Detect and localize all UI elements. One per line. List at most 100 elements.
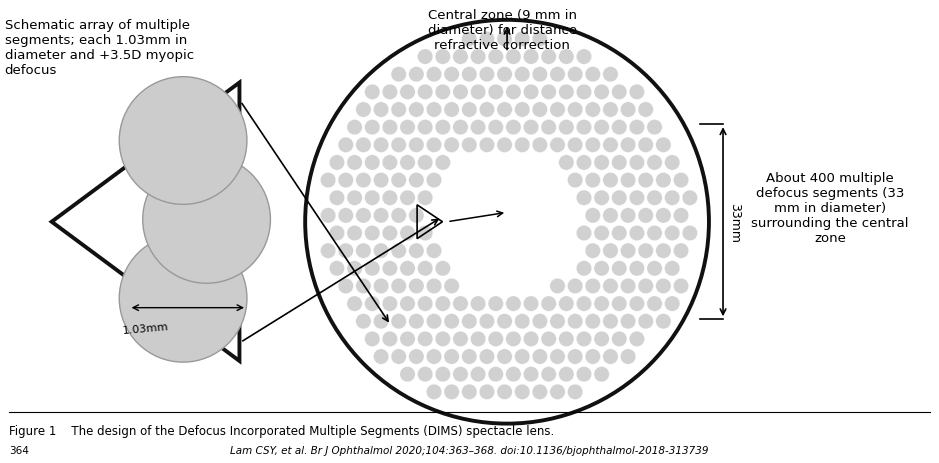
Ellipse shape [435,50,451,65]
Ellipse shape [400,191,415,206]
Ellipse shape [382,226,397,241]
Ellipse shape [532,103,547,118]
Ellipse shape [346,191,362,206]
Ellipse shape [541,50,557,65]
Ellipse shape [435,85,451,100]
Ellipse shape [338,279,353,294]
Ellipse shape [611,261,627,276]
Ellipse shape [346,261,362,276]
Ellipse shape [426,314,441,329]
Ellipse shape [665,226,680,241]
Ellipse shape [585,68,600,83]
Ellipse shape [603,314,618,329]
Ellipse shape [673,173,688,188]
Text: Central zone (9 mm in
diameter) for distance
refractive correction: Central zone (9 mm in diameter) for dist… [428,9,577,52]
Ellipse shape [611,120,627,136]
Ellipse shape [594,296,609,312]
Ellipse shape [364,191,380,206]
Ellipse shape [364,226,380,241]
Ellipse shape [470,50,485,65]
Ellipse shape [515,349,530,364]
Ellipse shape [356,138,371,153]
Ellipse shape [346,156,362,171]
Ellipse shape [594,156,609,171]
Ellipse shape [391,244,407,259]
Ellipse shape [523,367,539,382]
Ellipse shape [567,138,583,153]
Ellipse shape [418,156,433,171]
Ellipse shape [603,138,618,153]
Ellipse shape [320,173,336,188]
Ellipse shape [567,279,583,294]
Ellipse shape [364,85,380,100]
Ellipse shape [391,68,407,83]
Ellipse shape [408,349,424,364]
Ellipse shape [497,32,513,48]
Ellipse shape [382,261,397,276]
Ellipse shape [559,367,574,382]
Ellipse shape [444,384,459,400]
Ellipse shape [330,261,345,276]
Ellipse shape [647,191,662,206]
Ellipse shape [479,349,495,364]
Ellipse shape [515,32,530,48]
Ellipse shape [665,191,680,206]
Ellipse shape [408,103,424,118]
Ellipse shape [639,244,654,259]
Ellipse shape [629,120,644,136]
Text: Lam CSY, et al. Br J Ophthalmol 2020;104:363–368. doi:10.1136/bjophthalmol-2018-: Lam CSY, et al. Br J Ophthalmol 2020;104… [230,444,709,455]
Ellipse shape [338,244,353,259]
Ellipse shape [391,349,407,364]
Ellipse shape [374,314,389,329]
Ellipse shape [621,279,636,294]
Ellipse shape [488,85,503,100]
Ellipse shape [532,138,547,153]
Ellipse shape [374,349,389,364]
Ellipse shape [673,279,688,294]
Ellipse shape [470,85,485,100]
Ellipse shape [673,208,688,224]
Ellipse shape [418,120,433,136]
Ellipse shape [603,208,618,224]
Ellipse shape [435,367,451,382]
Ellipse shape [320,208,336,224]
Ellipse shape [577,296,592,312]
Ellipse shape [585,208,600,224]
Ellipse shape [639,314,654,329]
Ellipse shape [655,138,671,153]
Ellipse shape [479,68,495,83]
Ellipse shape [497,68,513,83]
Ellipse shape [497,349,513,364]
Ellipse shape [550,279,565,294]
Ellipse shape [479,32,495,48]
Ellipse shape [346,120,362,136]
Ellipse shape [621,103,636,118]
Ellipse shape [435,261,451,276]
Ellipse shape [665,261,680,276]
Ellipse shape [577,156,592,171]
Ellipse shape [330,226,345,241]
Ellipse shape [506,120,521,136]
Ellipse shape [665,156,680,171]
Ellipse shape [408,173,424,188]
Ellipse shape [550,384,565,400]
Ellipse shape [621,349,636,364]
Ellipse shape [497,138,513,153]
Ellipse shape [541,332,557,347]
Ellipse shape [119,235,247,363]
Ellipse shape [418,261,433,276]
Ellipse shape [594,85,609,100]
Ellipse shape [515,384,530,400]
Ellipse shape [330,156,345,171]
Ellipse shape [488,367,503,382]
Ellipse shape [453,296,469,312]
Ellipse shape [585,138,600,153]
Ellipse shape [594,261,609,276]
Ellipse shape [532,349,547,364]
Ellipse shape [364,120,380,136]
Ellipse shape [673,244,688,259]
Text: About 400 multiple
defocus segments (33
mm in diameter)
surrounding the central
: About 400 multiple defocus segments (33 … [751,172,909,245]
Ellipse shape [647,296,662,312]
Ellipse shape [647,156,662,171]
Ellipse shape [611,296,627,312]
